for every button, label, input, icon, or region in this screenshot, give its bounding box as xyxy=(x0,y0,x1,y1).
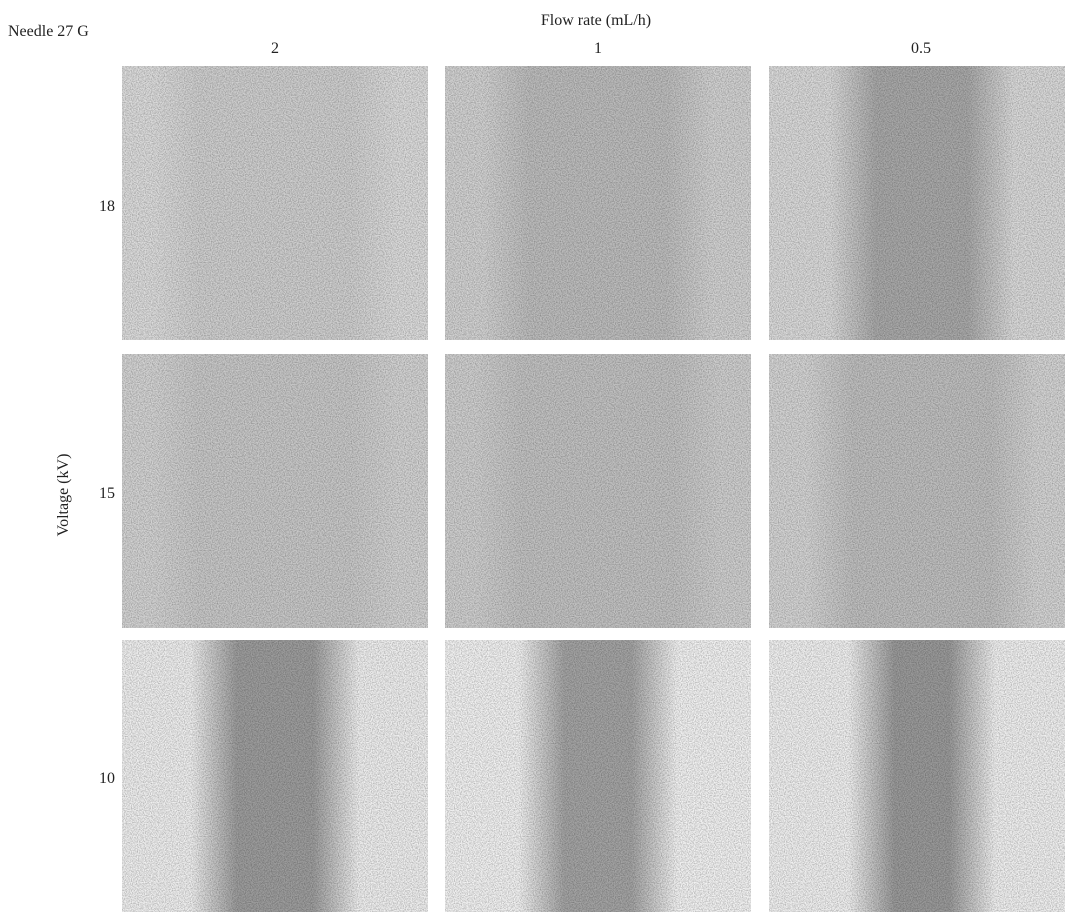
figure: Needle 27 G Flow rate (mL/h) 2 1 0.5 Vol… xyxy=(0,0,1065,912)
photo xyxy=(445,640,751,912)
photo-texture xyxy=(769,640,1065,912)
photo-panel xyxy=(122,66,428,340)
photo xyxy=(122,66,428,340)
photo-texture xyxy=(122,640,428,912)
row-axis-title: Voltage (kV) xyxy=(55,454,73,537)
photo-panel xyxy=(445,640,751,912)
photo xyxy=(769,66,1065,340)
photo-panel xyxy=(769,66,1065,340)
photo xyxy=(122,354,428,628)
photo-panel xyxy=(445,354,751,628)
photo-texture xyxy=(769,66,1065,340)
photo-texture xyxy=(445,354,751,628)
row-label: 10 xyxy=(99,770,115,788)
photo xyxy=(769,354,1065,628)
photo-texture xyxy=(122,354,428,628)
photo-texture xyxy=(445,66,751,340)
photo-panel xyxy=(122,354,428,628)
photo-texture xyxy=(769,354,1065,628)
photo-panel xyxy=(445,66,751,340)
photo-panel xyxy=(122,640,428,912)
photo xyxy=(122,640,428,912)
photo xyxy=(769,640,1065,912)
photo-texture xyxy=(445,640,751,912)
photo-panel xyxy=(769,640,1065,912)
photo xyxy=(445,354,751,628)
photo-texture xyxy=(122,66,428,340)
photo-panel xyxy=(769,354,1065,628)
column-axis-title: Flow rate (mL/h) xyxy=(541,12,651,30)
corner-label: Needle 27 G xyxy=(8,23,89,41)
row-label: 15 xyxy=(99,485,115,503)
column-label: 1 xyxy=(594,40,602,58)
row-label: 18 xyxy=(99,198,115,216)
column-label: 2 xyxy=(271,40,279,58)
column-label: 0.5 xyxy=(911,40,931,58)
photo xyxy=(445,66,751,340)
